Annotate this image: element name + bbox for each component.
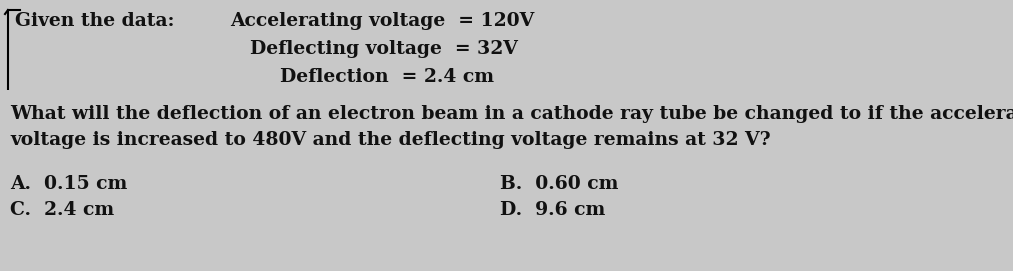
- Text: Deflecting voltage  = 32V: Deflecting voltage = 32V: [250, 40, 518, 58]
- Text: A.  0.15 cm: A. 0.15 cm: [10, 175, 128, 193]
- Text: Given the data:: Given the data:: [15, 12, 174, 30]
- Text: Accelerating voltage  = 120V: Accelerating voltage = 120V: [230, 12, 534, 30]
- Text: What will the deflection of an electron beam in a cathode ray tube be changed to: What will the deflection of an electron …: [10, 105, 1013, 123]
- Text: voltage is increased to 480V and the deflecting voltage remains at 32 V?: voltage is increased to 480V and the def…: [10, 131, 771, 149]
- Text: D.  9.6 cm: D. 9.6 cm: [500, 201, 605, 219]
- Text: C.  2.4 cm: C. 2.4 cm: [10, 201, 114, 219]
- Text: Deflection  = 2.4 cm: Deflection = 2.4 cm: [280, 68, 494, 86]
- Text: B.  0.60 cm: B. 0.60 cm: [500, 175, 618, 193]
